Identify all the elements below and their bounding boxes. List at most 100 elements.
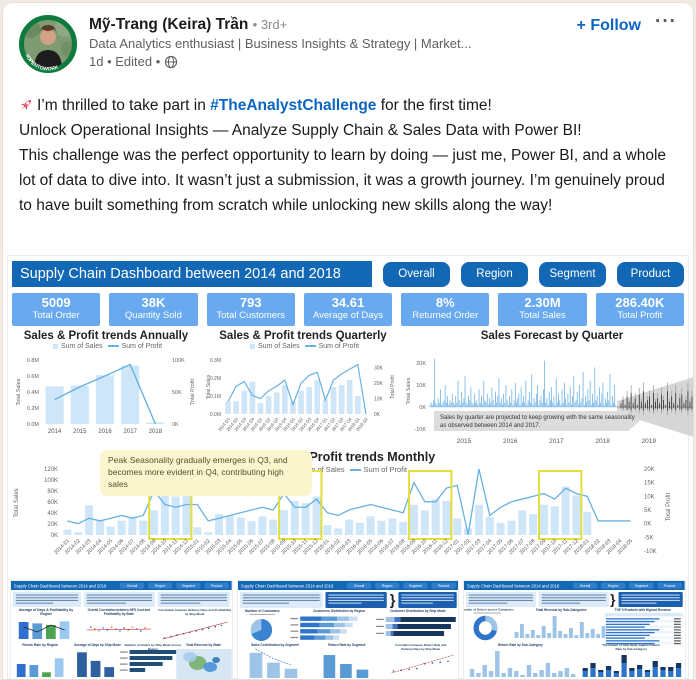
svg-text:Number of Orders across Catego: Number of Orders across Categories [464,607,514,611]
svg-text:10K: 10K [416,383,426,389]
kpi-row: 5009 Total Order 38K Quantity Sold 793 Total … [12,293,684,326]
dashboard-nav-product[interactable]: Product [617,262,684,287]
svg-text:50K: 50K [172,390,182,396]
chart-annual: Sales & Profit trends Annually Sum of Sa… [10,330,202,450]
svg-text:Overall: Overall [580,584,591,588]
svg-text:-10K: -10K [414,427,426,433]
svg-text:20K: 20K [416,361,426,367]
svg-text:20K: 20K [47,522,58,528]
svg-text:Product: Product [438,584,449,588]
post-body: I’m thrilled to take part in #TheAnalyst… [19,93,679,218]
chart-forecast-title: Sales Forecast by Quarter [480,330,624,342]
svg-text:100K: 100K [172,358,185,364]
svg-text:0.0M: 0.0M [27,422,40,428]
avatar[interactable]: #OPENTOWORK [19,15,77,73]
svg-text:0.2M: 0.2M [210,376,221,382]
svg-text:10K: 10K [374,397,384,403]
svg-text:Segment: Segment [635,584,648,588]
dashboard-nav-region[interactable]: Region [461,262,528,287]
svg-text:Total Sales: Total Sales [406,377,412,404]
svg-text:0K: 0K [644,522,651,528]
svg-text:Return Rate by Region: Return Rate by Region [22,643,58,647]
svg-text:}: } [389,593,395,609]
svg-text:0.2M: 0.2M [27,406,40,412]
thumbnail-region-page: Supply Chain Dashboard between 2014 and … [10,580,233,679]
svg-text:Customer Distribution by Ship: Customer Distribution by Ship Mode [390,609,446,613]
kpi-quantity-sold: 38K Quantity Sold [109,293,198,326]
dashboard-nav-overall[interactable]: Overall [383,262,450,287]
chart-monthly: Sales & Profit trends Monthly Sum of Sal… [8,450,688,582]
svg-text:Total Profit: Total Profit [666,493,672,522]
body-line1-post: for the first time! [376,97,492,114]
svg-text:Overall: Overall [353,584,364,588]
svg-text:Product: Product [664,584,675,588]
author-name[interactable]: Mỹ-Trang (Keira) Trần • 3rd+ [89,16,288,33]
svg-text:Number of Orders by Ship Mode: Number of Orders by Ship Mode across [125,643,182,647]
hashtag-link[interactable]: #TheAnalystChallenge [210,97,377,114]
chart-quarterly-title: Sales & Profit trends Quarterly [219,330,387,342]
svg-text:2018: 2018 [149,429,163,435]
svg-text:Correlation between Return Rat: Correlation between Return Rate and [395,643,446,647]
seasonality-callout: Peak Seasonality gradually emerges in Q3… [100,450,312,496]
svg-text:Average of Days by Ship Mode: Average of Days by Ship Mode [74,643,121,647]
svg-text:by Ship Mode: by Ship Mode [185,612,205,616]
svg-text:Total Sales: Total Sales [16,378,22,405]
svg-text:Total Profit: Total Profit [390,375,396,399]
svg-text:Return Rate by Sub-Category: Return Rate by Sub-Category [498,643,543,647]
dashboard-image[interactable]: Supply Chain Dashboard between 2014 and … [7,255,693,679]
svg-text:Profitability by State: Profitability by State [104,612,134,616]
chart-annual-title: Sales & Profit trends Annually [23,330,189,342]
svg-text:0K: 0K [172,422,179,428]
chart-annual-legend: Sum of Sales Sum of Profit [10,343,202,352]
svg-text:Supply Chain Dashboard between: Supply Chain Dashboard between 2014 and … [241,583,334,588]
connection-degree: • 3rd+ [252,17,288,32]
svg-text:20K: 20K [644,467,655,473]
svg-text:Segment: Segment [182,584,195,588]
svg-text:Average of Days & Profitabilit: Average of Days & Profitability by [19,608,73,612]
svg-text:0.8M: 0.8M [27,358,40,364]
svg-text:2018: 2018 [595,438,610,445]
globe-icon [165,55,178,68]
svg-text:Supply Chain Dashboard between: Supply Chain Dashboard between 2014 and … [467,583,560,588]
svg-text:Delivery Days by Ship Mode: Delivery Days by Ship Mode [401,647,440,651]
svg-text:Total Revenue by Sub-Categorie: Total Revenue by Sub-Categories [536,608,587,612]
follow-button[interactable]: + Follow [576,17,641,34]
svg-text:Overall: Overall [127,584,138,588]
rocket-icon [19,97,34,112]
kpi-total-customers: 793 Total Customers [206,293,295,326]
svg-text:Product: Product [211,584,222,588]
post-time: 1d • Edited • [89,54,161,69]
svg-text:2016: 2016 [503,438,518,445]
svg-text:10K: 10K [644,494,655,500]
thumbnail-segment-page: Supply Chain Dashboard between 2014 and … [236,580,460,679]
svg-text:5K: 5K [644,508,651,514]
svg-text:Total Revenue by State: Total Revenue by State [186,643,221,647]
svg-text:120K: 120K [44,467,58,473]
thumbnail-product-page: Supply Chain Dashboard between 2014 and … [463,580,687,679]
svg-text:}: } [610,592,616,607]
svg-text:-5K: -5K [644,535,653,541]
overflow-menu-button[interactable]: ··· [655,11,677,32]
svg-text:Segment: Segment [408,584,421,588]
svg-text:30K: 30K [374,366,384,372]
svg-text:Return Rate by Segment: Return Rate by Segment [328,643,366,647]
svg-text:2014: 2014 [48,429,62,435]
svg-text:0.0M: 0.0M [210,412,221,418]
svg-text:Overall Correlation between NP: Overall Correlation between NPS Cost and [88,608,151,612]
post-meta: 1d • Edited • [89,54,178,69]
body-line1-pre: I’m thrilled to take part in [37,97,211,114]
body-rest: This challenge was the perfect opportuni… [19,147,667,214]
svg-text:Region: Region [148,647,158,651]
dashboard-topbar: Supply Chain Dashboard between 2014 and … [12,261,684,287]
svg-text:40K: 40K [47,511,58,517]
svg-text:-10K: -10K [644,549,657,555]
svg-text:0K: 0K [51,533,58,539]
author-headline: Data Analytics enthusiast | Business Ins… [89,36,472,51]
svg-text:15K: 15K [644,481,655,487]
svg-text:Region: Region [382,584,393,588]
svg-text:2015: 2015 [457,438,472,445]
dashboard-nav-segment[interactable]: Segment [539,262,606,287]
svg-text:Number of Customers: Number of Customers [245,609,280,613]
svg-text:0.6M: 0.6M [27,374,40,380]
